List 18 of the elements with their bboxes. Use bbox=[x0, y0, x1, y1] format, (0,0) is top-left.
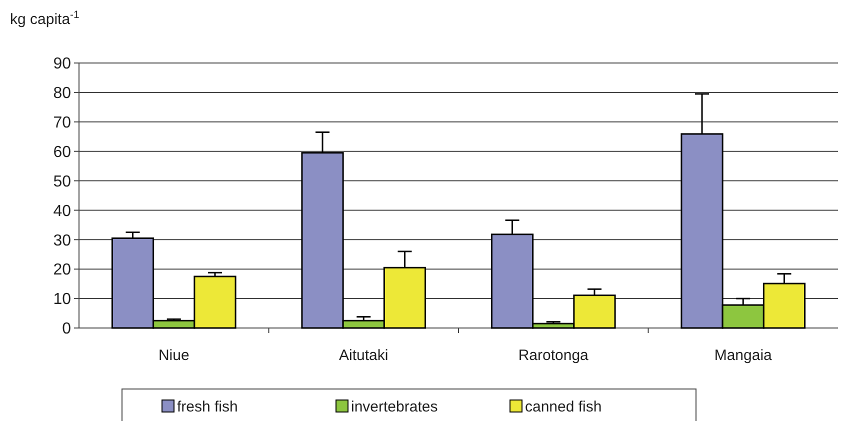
x-tick-label: Niue bbox=[158, 347, 190, 364]
y-tick-label: 50 bbox=[53, 173, 72, 190]
x-tick-label: Mangaia bbox=[714, 347, 773, 364]
y-tick-label: 20 bbox=[53, 262, 72, 279]
legend-label: invertebrates bbox=[351, 398, 438, 416]
y-tick-label: 30 bbox=[53, 232, 72, 250]
y-tick-label: 10 bbox=[53, 291, 72, 308]
x-tick-label: Rarotonga bbox=[518, 347, 590, 364]
x-tick-label: Aitutaki bbox=[339, 347, 388, 364]
y-tick-label: 90 bbox=[53, 56, 72, 73]
y-tick-label: 0 bbox=[62, 320, 72, 338]
y-tick-label: 60 bbox=[53, 144, 72, 161]
legend-label: canned fish bbox=[525, 398, 602, 416]
y-tick-label: 70 bbox=[53, 114, 72, 132]
legend-label: fresh fish bbox=[177, 398, 238, 416]
y-tick-label: 40 bbox=[53, 202, 72, 220]
y-tick-label: 80 bbox=[53, 85, 72, 102]
y-axis-title: kg capita$^{-1}$ bbox=[10, 9, 80, 28]
